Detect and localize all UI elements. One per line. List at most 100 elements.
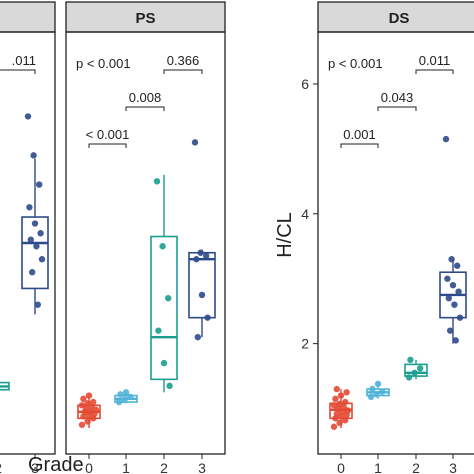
data-point xyxy=(444,275,451,282)
x-tick-label: 2 xyxy=(160,460,168,474)
data-point xyxy=(85,392,93,399)
y-tick-label: 6 xyxy=(301,76,309,92)
x-tick-label: 2 xyxy=(0,460,2,474)
data-point xyxy=(447,327,454,334)
comparison-p-value: 0.008 xyxy=(129,90,162,105)
data-point xyxy=(29,269,36,276)
x-axis-label: Grade xyxy=(28,454,84,474)
box-grade-0 xyxy=(329,385,353,430)
box-grade-2 xyxy=(0,381,10,391)
x-tick-label: 2 xyxy=(412,460,420,474)
data-point xyxy=(127,393,134,401)
y-axis-label: H/CL xyxy=(274,212,296,258)
data-point xyxy=(36,181,43,188)
data-point xyxy=(38,256,46,263)
comparison-p-value: 0.366 xyxy=(167,53,200,68)
x-tick-label: 0 xyxy=(85,460,93,474)
strip-background xyxy=(0,1,56,33)
box-iqr xyxy=(188,251,216,319)
strip-title: PS xyxy=(135,10,155,27)
data-point xyxy=(117,391,124,398)
data-point xyxy=(405,374,413,381)
box-iqr xyxy=(150,235,178,381)
data-point xyxy=(336,400,343,408)
comparison-bracket xyxy=(163,69,203,74)
data-point xyxy=(456,314,464,321)
comparison-bracket xyxy=(377,106,417,111)
y-tick-label: 4 xyxy=(301,206,309,222)
data-point xyxy=(332,395,339,403)
overall-p-value: p < 0.001 xyxy=(328,56,383,71)
comparison-p-value: 0.011 xyxy=(419,53,451,68)
comparison-bracket xyxy=(88,143,127,148)
data-point xyxy=(88,404,96,411)
x-tick-label: 1 xyxy=(374,460,382,474)
data-point xyxy=(194,333,201,341)
data-point xyxy=(330,423,338,430)
data-point xyxy=(379,388,386,395)
data-point xyxy=(165,294,172,302)
data-point xyxy=(24,113,32,120)
strip-title: DS xyxy=(389,10,410,27)
box-grade-2 xyxy=(150,174,178,393)
data-point xyxy=(30,152,37,159)
data-point xyxy=(115,398,123,406)
data-point xyxy=(333,385,340,393)
box-grade-0 xyxy=(77,392,101,429)
data-point xyxy=(448,256,455,263)
data-point xyxy=(84,400,91,407)
strip-background xyxy=(317,1,474,33)
data-point xyxy=(31,220,39,227)
data-point xyxy=(333,410,340,417)
data-point xyxy=(122,389,130,396)
x-tick-label: 3 xyxy=(31,460,39,474)
data-point xyxy=(197,249,204,256)
data-point xyxy=(454,262,461,269)
data-point xyxy=(27,236,34,243)
data-point xyxy=(374,380,382,388)
data-point xyxy=(336,419,343,427)
x-tick-label: 0 xyxy=(337,460,345,474)
comparison-p-value: .011 xyxy=(12,53,36,68)
box-grade-1 xyxy=(366,380,390,401)
data-point xyxy=(407,356,414,364)
comparison-bracket xyxy=(340,143,379,148)
data-point xyxy=(37,230,44,237)
data-point xyxy=(84,418,91,425)
box-grade-3 xyxy=(188,139,216,341)
overall-p-value: p < 0.001 xyxy=(76,56,131,71)
panel-DS: DS 2 4 6 0 1 2 3 p < 0.001 0.001 0.043 0.011 xyxy=(301,1,474,474)
y-tick-label: 2 xyxy=(301,336,309,352)
comparison-bracket xyxy=(125,106,165,111)
data-point xyxy=(337,392,345,399)
data-point xyxy=(191,139,199,146)
comparison-bracket xyxy=(0,69,36,74)
plot-frame xyxy=(317,31,474,455)
data-point xyxy=(369,385,376,393)
data-point xyxy=(204,314,211,321)
data-point xyxy=(34,301,41,308)
x-tick-label: 3 xyxy=(449,460,457,474)
data-point xyxy=(455,288,462,295)
data-point xyxy=(78,421,86,428)
strip-background xyxy=(65,1,226,33)
data-point xyxy=(445,294,452,302)
comparison-p-value: 0.043 xyxy=(381,90,414,105)
x-tick-label: 3 xyxy=(198,460,206,474)
data-point xyxy=(343,389,350,396)
data-point xyxy=(153,178,161,185)
box-grade-3 xyxy=(439,135,467,344)
data-point xyxy=(373,391,380,398)
data-point xyxy=(203,252,210,260)
panel-PS: PS 0 1 2 3 p < 0.001 < 0.001 0.008 0.366 xyxy=(65,1,226,474)
comparison-p-value: < 0.001 xyxy=(86,127,130,142)
plot-frame xyxy=(0,31,56,455)
data-point xyxy=(155,327,162,334)
box-iqr xyxy=(21,216,49,290)
data-point xyxy=(451,301,458,308)
comparison-p-value: 0.001 xyxy=(343,127,376,142)
panel-partial-left: 2 3 .011 xyxy=(0,1,56,474)
data-point xyxy=(342,417,349,424)
data-point xyxy=(33,243,40,250)
